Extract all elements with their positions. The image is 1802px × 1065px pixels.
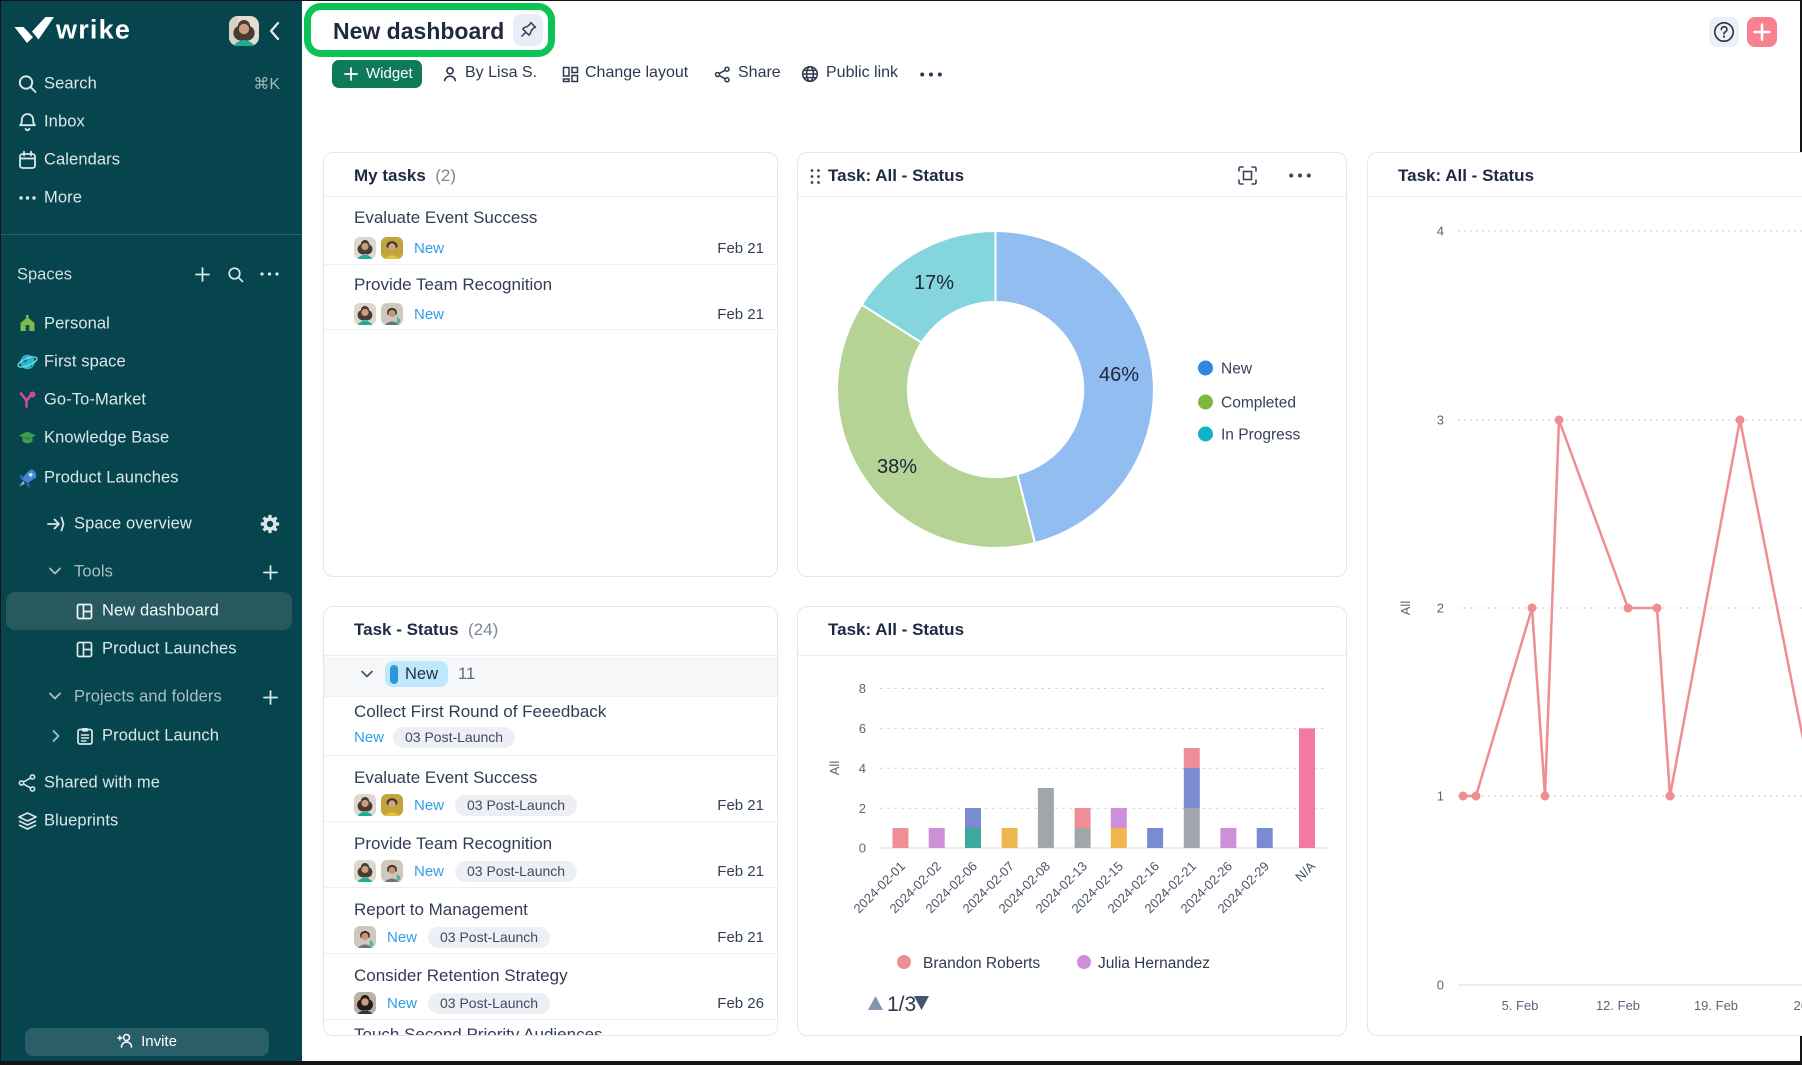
svg-text:0: 0 (1437, 978, 1444, 993)
svg-text:38%: 38% (877, 456, 917, 478)
svg-text:2: 2 (859, 801, 866, 816)
svg-text:All: All (1398, 601, 1413, 616)
svg-text:8: 8 (859, 681, 866, 696)
svg-text:N/A: N/A (1292, 858, 1318, 884)
svg-text:4: 4 (1437, 224, 1444, 239)
svg-text:New: New (1221, 361, 1253, 378)
svg-text:1: 1 (1437, 789, 1444, 804)
svg-text:4: 4 (859, 761, 866, 776)
svg-text:All: All (827, 761, 842, 776)
svg-text:In Progress: In Progress (1221, 427, 1301, 444)
svg-text:0: 0 (859, 841, 866, 856)
svg-text:1/3: 1/3 (887, 993, 916, 1016)
svg-text:Julia Hernandez: Julia Hernandez (1098, 955, 1210, 972)
svg-text:wrike: wrike (55, 16, 131, 44)
svg-text:2: 2 (1437, 601, 1444, 616)
svg-text:12. Feb: 12. Feb (1596, 998, 1640, 1013)
svg-text:Brandon Roberts: Brandon Roberts (923, 955, 1040, 972)
svg-text:17%: 17% (914, 272, 954, 294)
svg-text:3: 3 (1437, 413, 1444, 428)
svg-text:5. Feb: 5. Feb (1502, 998, 1539, 1013)
svg-text:46%: 46% (1099, 364, 1139, 386)
svg-text:19. Feb: 19. Feb (1694, 998, 1738, 1013)
svg-text:Completed: Completed (1221, 395, 1296, 412)
svg-text:6: 6 (859, 721, 866, 736)
svg-text:26: 26 (1794, 998, 1802, 1013)
